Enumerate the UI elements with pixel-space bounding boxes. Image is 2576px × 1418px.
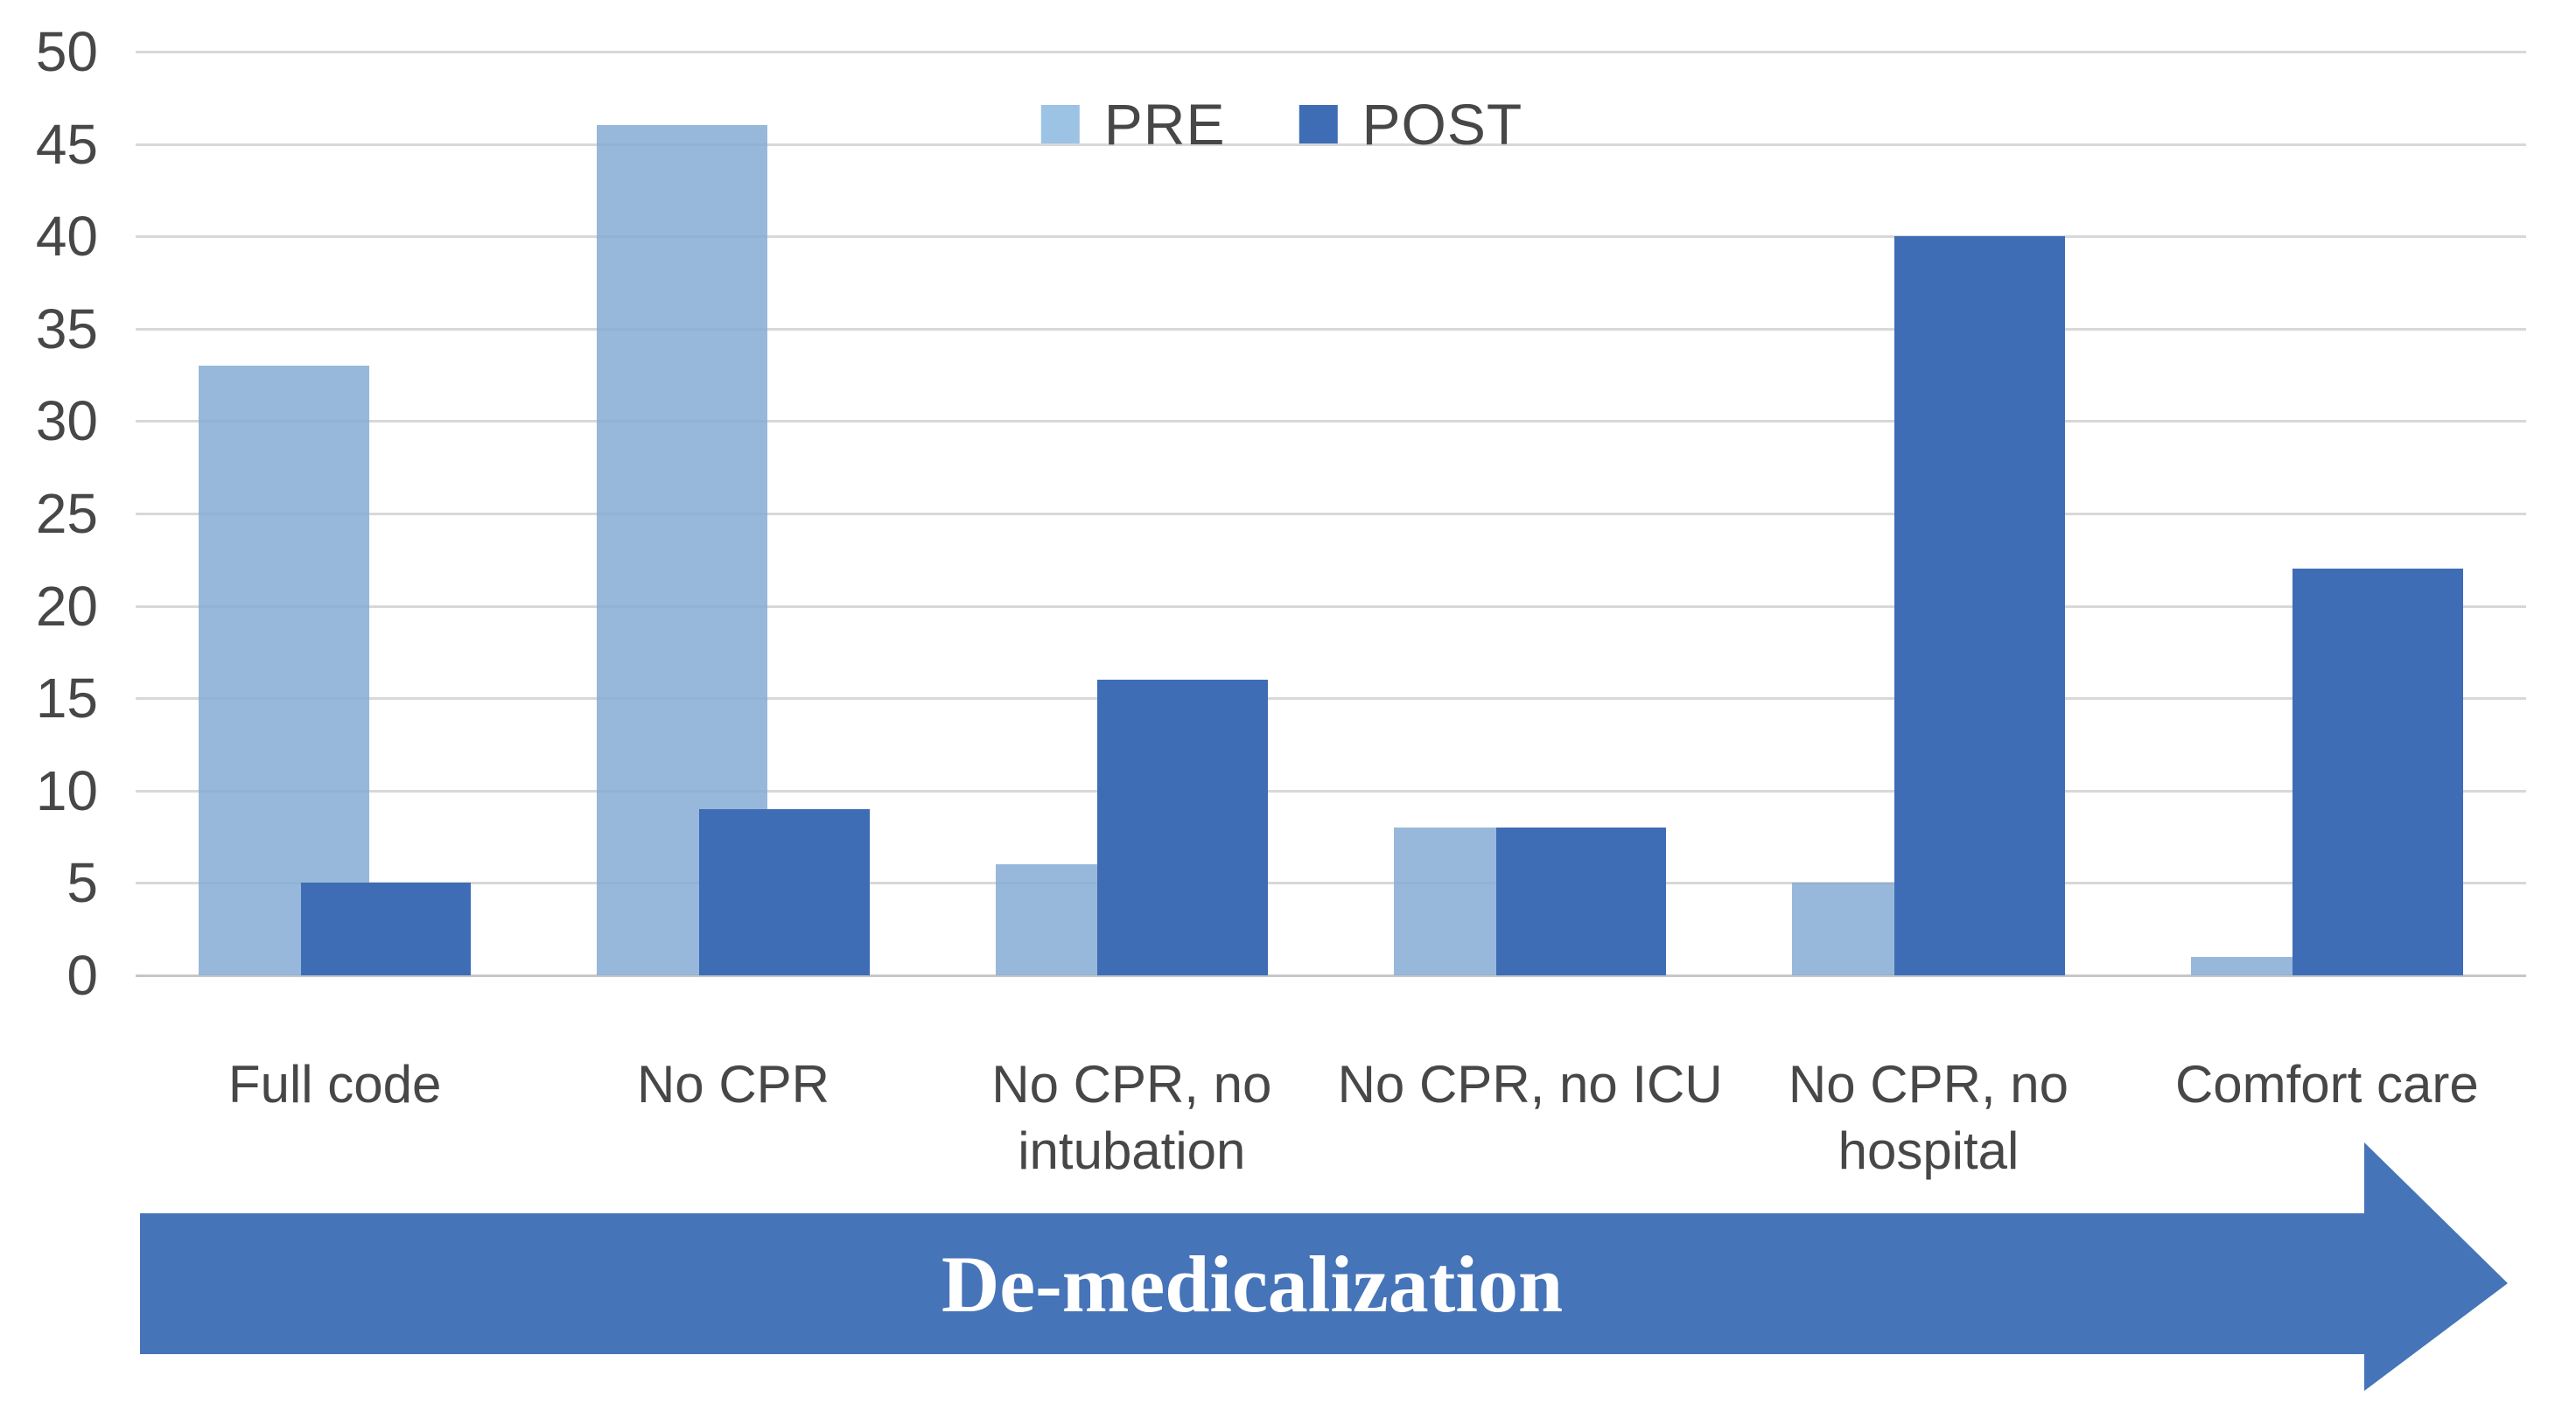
gridline — [136, 789, 2526, 793]
y-tick-label: 15 — [35, 667, 98, 730]
bar-post-4 — [1495, 828, 1667, 975]
y-tick-label: 30 — [35, 389, 98, 453]
category-label-6: Comfort care — [2174, 1055, 2479, 1114]
y-tick-label: 45 — [35, 112, 98, 176]
x-axis-baseline — [136, 974, 2526, 977]
y-tick-label: 50 — [35, 20, 98, 83]
category-label-2: No CPR — [636, 1055, 830, 1114]
bar-post-6 — [2292, 569, 2463, 975]
bar-pre-1 — [199, 366, 369, 975]
gridline — [136, 697, 2526, 701]
category-label-4: No CPR, no ICU — [1337, 1055, 1723, 1114]
gridline — [136, 420, 2526, 423]
y-tick-label: 10 — [35, 758, 98, 822]
legend: PRE POST — [1040, 91, 1523, 157]
y-tick-label: 0 — [66, 944, 98, 1007]
legend-swatch-pre — [1040, 105, 1080, 143]
y-tick-label: 25 — [35, 482, 98, 545]
bar-post-1 — [300, 883, 472, 975]
gridline — [136, 513, 2526, 515]
y-tick-label: 40 — [35, 205, 98, 269]
category-label-5: No CPR, no hospital — [1788, 1055, 2069, 1180]
gridline — [136, 604, 2526, 608]
gridline — [136, 235, 2526, 239]
gridline — [136, 882, 2526, 885]
bar-post-5 — [1894, 236, 2065, 975]
bar-post-3 — [1097, 680, 1268, 975]
legend-swatch-post — [1298, 105, 1338, 143]
category-label-3: No CPR, no intubation — [991, 1055, 1272, 1180]
arrow-label: De-medicalization — [941, 1239, 1564, 1329]
y-tick-label: 5 — [66, 851, 98, 915]
gridline — [136, 327, 2526, 331]
legend-label-post: POST — [1362, 92, 1523, 157]
gridline — [136, 51, 2526, 53]
gridline — [136, 143, 2526, 146]
y-tick-label: 35 — [35, 297, 98, 360]
bar-post-2 — [699, 808, 870, 975]
category-label-1: Full code — [228, 1055, 442, 1114]
y-tick-label: 20 — [35, 574, 98, 638]
arrow-shape — [140, 1142, 2508, 1391]
legend-label-pre: PRE — [1103, 92, 1226, 157]
